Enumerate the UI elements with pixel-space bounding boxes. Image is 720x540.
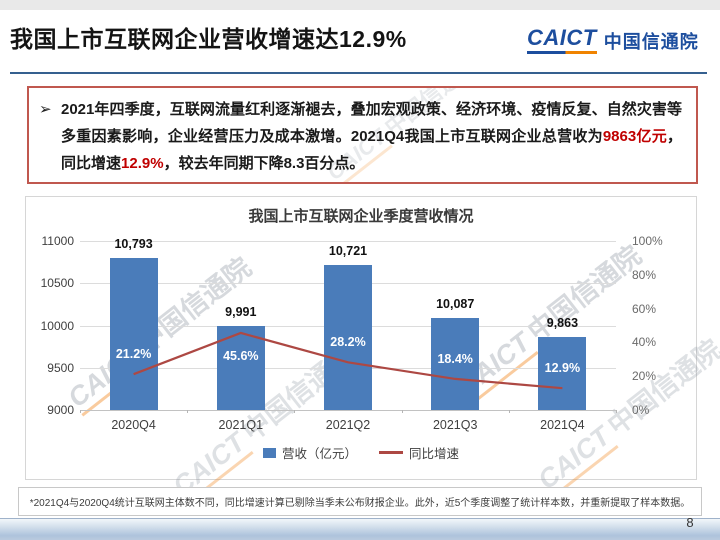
chart-title: 我国上市互联网企业季度营收情况	[248, 208, 474, 225]
y-axis-tick: 10500	[40, 276, 74, 291]
bar-value-label: 10,793	[114, 237, 153, 252]
x-axis-label: 2020Q4	[111, 418, 156, 432]
chart-card: 11000 10500 10000 9500 9000 100% 80% 60% 40% 20% 0…	[25, 196, 697, 480]
arrow-bullet: ➢	[39, 101, 52, 118]
x-axis-label: 2021Q2	[325, 418, 371, 432]
callout-segment: 2021年四季度，互联网流量红利逐渐褪去，叠加宏观政策、经济环境、疫情反复、自然…	[61, 101, 682, 145]
axis-tick-mark	[401, 410, 403, 413]
y-axis-tick: 9500	[47, 360, 74, 375]
chart-plot-area: 11000 10500 10000 9500 9000 100% 80% 60% 40% 20% 0…	[26, 197, 698, 481]
y-axis-tick: 9000	[47, 403, 74, 417]
legend-growth: 同比增速	[379, 443, 459, 462]
callout-emphasis-revenue: 9863亿元	[602, 128, 667, 145]
bar-value-label: 10,721	[328, 243, 368, 258]
bottom-band	[0, 518, 720, 540]
axis-tick-mark	[508, 410, 510, 413]
axis-tick-mark	[616, 410, 617, 413]
callout-segment: ，同比增速	[61, 128, 682, 172]
axis-tick-mark	[187, 410, 189, 413]
y-axis-tick: 11000	[41, 234, 74, 248]
secondary-axis-tick: 40%	[632, 335, 657, 350]
growth-rate-label: 28.2%	[330, 335, 366, 350]
summary-callout: CAICT中国信通院 ➢ 2021年四季度，互联网流量红利逐渐褪去，叠加宏观政策…	[27, 86, 698, 184]
top-strip	[0, 0, 720, 10]
legend-growth-label: 同比增速	[409, 447, 460, 461]
caict-logo-acronym-block: CAICT	[527, 27, 597, 54]
bar-value-label: 10,087	[436, 297, 475, 312]
bar-value-label: 9,863	[546, 316, 579, 331]
caict-logo-name: 中国信通院	[603, 31, 699, 52]
gridline	[80, 410, 616, 411]
x-axis-label: 2021Q3	[432, 418, 478, 432]
axis-tick-mark	[294, 410, 296, 413]
y-axis-tick: 10000	[40, 318, 74, 333]
revenue-bar	[216, 326, 265, 410]
growth-rate-label: 18.4%	[437, 351, 473, 366]
legend-revenue-swatch	[262, 447, 276, 458]
growth-rate-label: 45.6%	[223, 348, 259, 363]
callout-segment: ，较去年同期下降8.3百分点。	[163, 155, 365, 172]
secondary-axis-tick: 80%	[632, 267, 657, 282]
secondary-axis-tick: 100%	[632, 234, 663, 248]
legend-revenue: 营收（亿元）	[262, 443, 357, 462]
revenue-bar	[109, 258, 158, 410]
x-axis-label: 2021Q1	[218, 418, 264, 432]
footnote-box: *2021Q4与2020Q4统计互联网主体数不同，同比增速计算已剔除当季未公布财…	[18, 487, 702, 516]
growth-rate-label: 12.9%	[544, 361, 581, 376]
callout-content: ➢ 2021年四季度，互联网流量红利逐渐褪去，叠加宏观政策、经济环境、疫情反复、…	[39, 96, 682, 177]
growth-rate-label: 21.2%	[115, 347, 152, 362]
page-title: 我国上市互联网企业营收增速达12.9%	[10, 26, 407, 52]
legend-growth-swatch	[379, 451, 403, 454]
title-divider	[10, 72, 707, 74]
footnote-text: *2021Q4与2020Q4统计互联网主体数不同，同比增速计算已剔除当季未公布财…	[29, 498, 691, 509]
callout-emphasis-growth: 12.9%	[121, 155, 164, 172]
legend-revenue-label: 营收（亿元）	[281, 447, 357, 461]
secondary-axis-tick: 20%	[632, 369, 657, 384]
bar-value-label: 9,991	[225, 305, 257, 320]
secondary-axis-tick: 60%	[632, 301, 657, 316]
callout-text: 2021年四季度，互联网流量红利逐渐褪去，叠加宏观政策、经济环境、疫情反复、自然…	[61, 96, 682, 177]
page-number: 8	[686, 515, 694, 530]
caict-logo-underline	[527, 51, 597, 54]
gridline	[80, 241, 616, 242]
axis-tick-mark	[80, 410, 81, 413]
secondary-axis-tick: 0%	[632, 403, 650, 417]
caict-logo: CAICT 中国信通院	[527, 27, 699, 54]
x-axis-label: 2021Q4	[540, 418, 585, 432]
chart-legend: 营收（亿元） 同比增速	[26, 443, 696, 462]
caict-logo-acronym: CAICT	[527, 25, 597, 50]
